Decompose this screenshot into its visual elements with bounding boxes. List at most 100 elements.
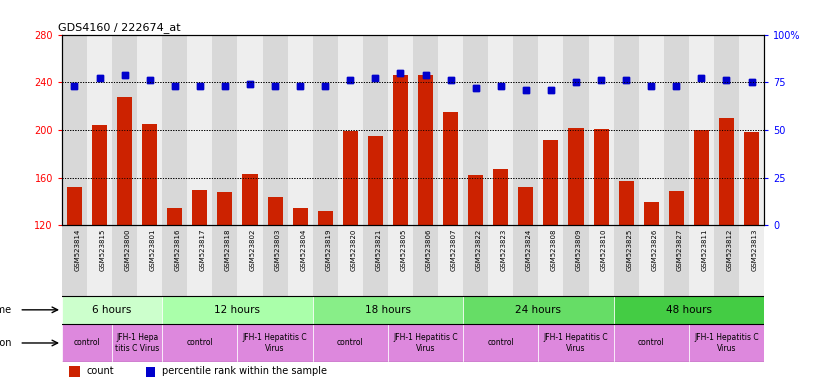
Bar xyxy=(614,35,638,225)
Bar xyxy=(142,124,157,225)
Point xyxy=(469,85,482,91)
Point xyxy=(293,83,306,89)
Text: control: control xyxy=(487,338,514,348)
Bar xyxy=(318,211,333,225)
Text: infection: infection xyxy=(0,338,12,348)
Text: GSM523826: GSM523826 xyxy=(651,229,657,271)
Text: control: control xyxy=(638,338,665,348)
Point xyxy=(268,83,282,89)
Text: GSM523803: GSM523803 xyxy=(275,229,281,271)
Bar xyxy=(463,35,488,225)
Bar xyxy=(162,225,188,296)
Point xyxy=(68,83,81,89)
Bar xyxy=(313,324,388,362)
Bar xyxy=(563,225,588,296)
Text: JFH-1 Hepatitis C
Virus: JFH-1 Hepatitis C Virus xyxy=(544,333,608,353)
Text: GSM523813: GSM523813 xyxy=(752,229,757,271)
Text: GSM523823: GSM523823 xyxy=(501,229,507,271)
Bar xyxy=(212,225,238,296)
Text: GSM523817: GSM523817 xyxy=(200,229,206,271)
Point xyxy=(244,81,257,87)
Bar xyxy=(714,225,739,296)
Bar xyxy=(544,139,558,225)
Bar xyxy=(413,225,438,296)
Bar xyxy=(192,190,207,225)
Bar xyxy=(368,136,383,225)
Bar xyxy=(313,225,338,296)
Point xyxy=(620,77,633,83)
Text: 12 hours: 12 hours xyxy=(215,305,260,315)
Bar xyxy=(167,207,183,225)
Bar xyxy=(643,202,659,225)
Bar xyxy=(614,225,638,296)
Bar xyxy=(463,225,488,296)
Bar xyxy=(563,35,588,225)
Text: GSM523824: GSM523824 xyxy=(526,229,532,271)
Point xyxy=(394,70,407,76)
Text: GSM523808: GSM523808 xyxy=(551,229,557,271)
Point xyxy=(68,83,81,89)
Bar xyxy=(338,225,363,296)
Bar xyxy=(212,35,238,225)
Bar xyxy=(287,225,313,296)
Bar xyxy=(468,175,483,225)
Bar xyxy=(217,192,232,225)
Point xyxy=(93,75,107,81)
Point xyxy=(293,83,306,89)
Point xyxy=(394,70,407,76)
Bar xyxy=(67,187,82,225)
Bar xyxy=(388,324,463,362)
Point xyxy=(193,83,206,89)
Bar xyxy=(62,296,162,324)
Bar xyxy=(619,181,634,225)
Bar xyxy=(238,35,263,225)
Bar xyxy=(463,296,614,324)
Point xyxy=(419,71,432,78)
Point xyxy=(143,77,156,83)
Bar xyxy=(544,139,558,225)
Point xyxy=(520,87,533,93)
Point xyxy=(244,81,257,87)
Text: GSM523812: GSM523812 xyxy=(726,229,733,271)
Text: GSM523802: GSM523802 xyxy=(250,229,256,271)
Point xyxy=(595,77,608,83)
Bar xyxy=(619,181,634,225)
Bar xyxy=(263,225,287,296)
Bar xyxy=(188,225,212,296)
Bar xyxy=(69,366,79,377)
Point xyxy=(644,83,657,89)
Point xyxy=(569,79,582,85)
Text: GSM523800: GSM523800 xyxy=(125,229,131,271)
Text: GSM523814: GSM523814 xyxy=(74,229,80,271)
Bar xyxy=(393,75,408,225)
Bar xyxy=(268,197,282,225)
Bar xyxy=(594,129,609,225)
Text: 18 hours: 18 hours xyxy=(365,305,411,315)
Point xyxy=(569,79,582,85)
Bar xyxy=(643,202,659,225)
Point xyxy=(268,83,282,89)
Bar xyxy=(162,35,188,225)
Point xyxy=(444,77,458,83)
Text: 48 hours: 48 hours xyxy=(666,305,712,315)
Bar xyxy=(739,35,764,225)
Bar xyxy=(363,225,388,296)
Text: GSM523804: GSM523804 xyxy=(300,229,306,271)
Point xyxy=(344,77,357,83)
Text: GSM523816: GSM523816 xyxy=(175,229,181,271)
Bar xyxy=(243,174,258,225)
Bar xyxy=(393,75,408,225)
Bar xyxy=(443,112,458,225)
Bar xyxy=(744,132,759,225)
Point xyxy=(319,83,332,89)
Bar xyxy=(263,35,287,225)
Bar xyxy=(594,129,609,225)
Point xyxy=(520,87,533,93)
Bar xyxy=(343,131,358,225)
Bar xyxy=(638,35,664,225)
Text: time: time xyxy=(0,305,12,315)
Bar xyxy=(292,207,307,225)
Text: GSM523822: GSM523822 xyxy=(476,229,482,271)
Bar xyxy=(112,324,162,362)
Text: GDS4160 / 222674_at: GDS4160 / 222674_at xyxy=(59,22,181,33)
